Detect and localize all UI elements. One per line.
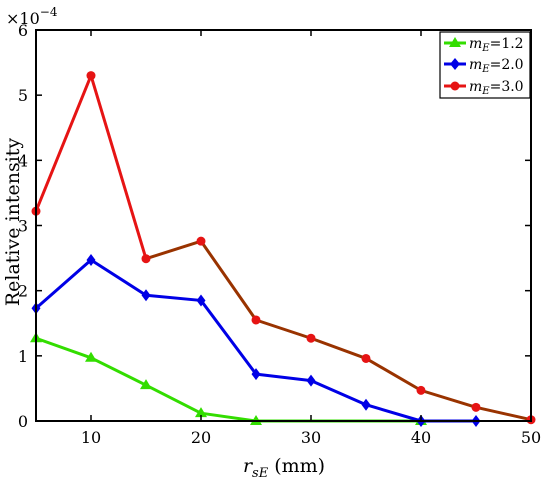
series-2-point-2	[141, 289, 151, 302]
series-3-point-4	[251, 315, 261, 325]
series-3-segment-7	[419, 388, 478, 409]
y-scale-base: ×10	[6, 9, 40, 28]
series-3-segment-5	[309, 336, 368, 360]
series-2	[31, 254, 481, 427]
series-1-segment-1	[89, 356, 148, 387]
series-3-segment-0	[34, 74, 93, 213]
series-2-segment-1	[89, 258, 148, 297]
x-axis-label: rsE (mm)	[243, 455, 325, 480]
series-3-point-6	[361, 353, 371, 363]
series-3-segment-8	[474, 405, 533, 422]
legend: mE=1.2 mE=2.0 mE=3.0	[439, 31, 531, 99]
x-axis-label-unit: (mm)	[274, 455, 325, 477]
x-axis-label-var: r	[243, 455, 254, 477]
ticks-layer: 10 20 30 40 50 0 1 2 3 4 5 6	[18, 21, 541, 447]
y-tick-label-5: 5	[18, 86, 28, 105]
x-tick-label-3: 40	[411, 428, 431, 447]
series-layer	[30, 71, 536, 427]
legend-label-1: mE=1.2	[469, 36, 524, 54]
legend-label-3: mE=3.0	[469, 79, 524, 97]
series-3	[31, 71, 536, 425]
y-tick-label-3: 3	[18, 217, 28, 236]
legend-entry-2: mE=2.0	[444, 57, 524, 75]
series-2-segment-3	[199, 298, 258, 376]
series-1-point-3	[195, 407, 207, 418]
series-1-point-2	[140, 379, 152, 390]
x-tick-label-4: 50	[521, 428, 541, 447]
series-3-segment-1	[89, 74, 148, 261]
y-scale-exponent: −4	[40, 5, 58, 19]
y-scale-factor: ×10−4	[6, 5, 58, 28]
series-1-segment-3	[199, 411, 258, 423]
series-2-segment-4	[254, 372, 313, 383]
series-3-segment-4	[254, 318, 313, 340]
series-3-point-2	[141, 254, 151, 264]
legend-marker-2	[450, 58, 460, 70]
series-2-segment-0	[34, 258, 93, 310]
series-2-segment-6	[364, 403, 423, 423]
x-tick-label-1: 20	[191, 428, 211, 447]
y-tick-label-4: 4	[18, 151, 28, 170]
series-1	[30, 332, 427, 425]
legend-entry-3: mE=3.0	[444, 79, 524, 97]
series-3-point-5	[306, 333, 316, 343]
series-1-point-1	[85, 351, 97, 362]
legend-label-2: mE=2.0	[469, 57, 524, 75]
series-3-point-7	[416, 385, 426, 395]
y-tick-label-6: 6	[18, 21, 28, 40]
y-axis-label: Relative intensity	[2, 138, 24, 307]
series-2-point-3	[196, 294, 206, 307]
x-axis-label-sub: sE	[252, 466, 269, 480]
legend-marker-3	[450, 81, 460, 91]
series-2-segment-2	[144, 293, 203, 302]
series-3-segment-6	[364, 356, 423, 392]
x-tick-label-2: 30	[301, 428, 321, 447]
y-tick-label-2: 2	[18, 282, 28, 301]
series-3-point-1	[86, 71, 96, 81]
series-3-point-3	[196, 236, 206, 246]
series-3-segment-3	[199, 239, 258, 322]
series-1-segment-2	[144, 383, 203, 415]
x-tick-label-0: 10	[81, 428, 101, 447]
y-tick-label-0: 0	[18, 412, 28, 431]
series-3-point-8	[471, 402, 481, 412]
series-2-point-5	[306, 374, 316, 387]
legend-marker-1	[449, 37, 461, 47]
series-2-point-1	[86, 254, 96, 267]
y-tick-label-1: 1	[18, 347, 28, 366]
series-2-point-4	[251, 368, 261, 381]
legend-entry-1: mE=1.2	[444, 36, 524, 54]
series-1-segment-0	[34, 336, 93, 360]
series-2-segment-5	[309, 379, 368, 407]
series-3-segment-2	[144, 239, 203, 261]
series-2-point-6	[361, 398, 371, 411]
